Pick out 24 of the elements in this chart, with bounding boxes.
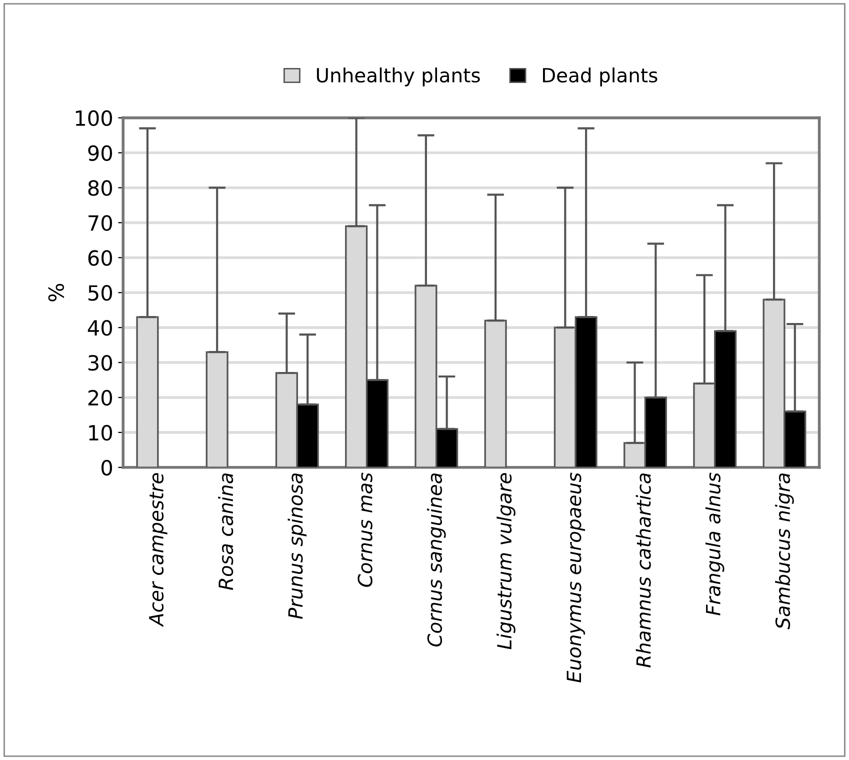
y-axis-title: %: [48, 284, 64, 302]
x-tick-label: Cornus sanguinea: [426, 474, 446, 647]
y-tick-label: 70: [88, 215, 112, 231]
y-tick-label: 60: [88, 250, 112, 266]
y-tick-label: 40: [88, 320, 112, 336]
x-tick-label: Sambucus nigra: [775, 474, 794, 630]
x-tick-label: Ligustrum vulgare: [496, 473, 516, 650]
y-tick-label: 90: [88, 145, 112, 161]
legend-label: Dead plants: [543, 67, 658, 86]
x-tick-label: Rhamnus cathartica: [636, 474, 651, 668]
x-tick-label: Euonymus europaeus: [566, 472, 586, 683]
y-tick-label: 80: [88, 180, 112, 196]
x-tick-label: Rosa canina: [218, 474, 234, 590]
y-tick-label: 10: [89, 424, 112, 441]
x-tick-label: Frangula alnus: [705, 472, 724, 616]
y-tick-label: 30: [88, 354, 112, 371]
y-tick-label: 50: [88, 285, 112, 301]
y-tick-label: 20: [88, 390, 112, 406]
x-tick-label: Cornus mas: [358, 472, 372, 587]
x-tick-label: Acer campestre: [149, 473, 168, 627]
y-tick-label: 100: [76, 110, 112, 126]
legend-label: Unhealthy plants: [316, 67, 480, 86]
x-tick-label: Prunus spinosa: [288, 474, 307, 619]
y-tick-label: 0: [102, 460, 112, 476]
